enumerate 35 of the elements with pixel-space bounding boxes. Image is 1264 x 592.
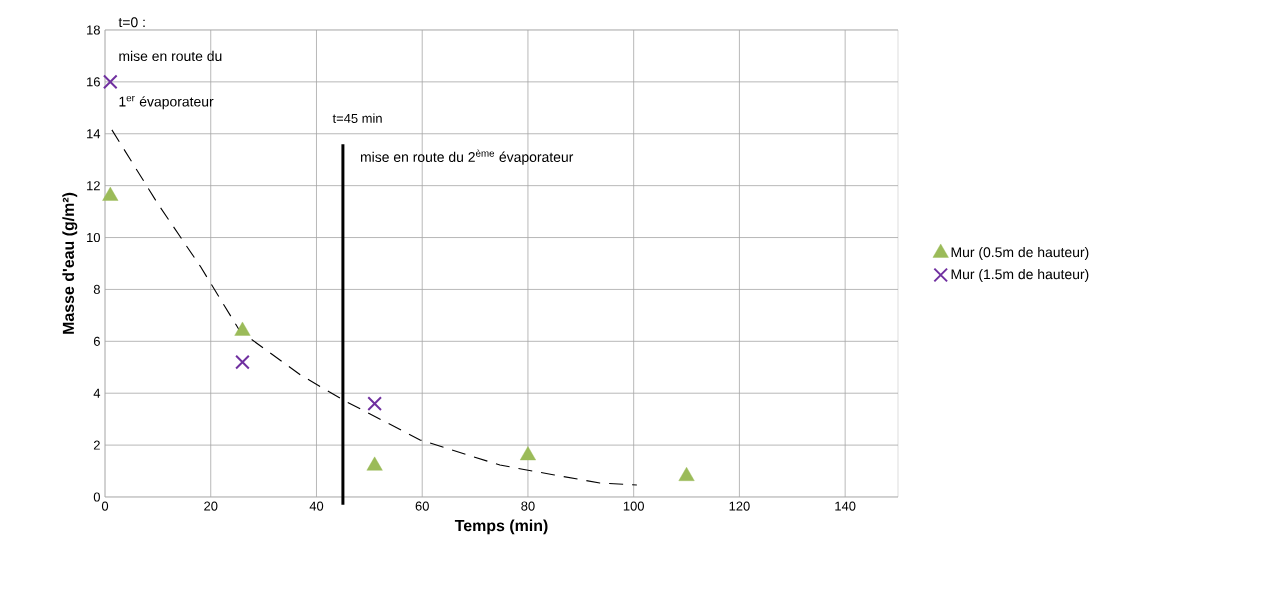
y-tick-label: 4 (93, 388, 101, 398)
x-tick-label: 40 (309, 501, 324, 511)
x-tick-label: 0 (101, 501, 109, 511)
annotation: 1$^{er}$ évaporateur (119, 95, 214, 110)
point (234, 321, 251, 336)
y-tick-label: 2 (93, 440, 100, 450)
annotation: mise en route du (119, 50, 222, 62)
y-tick-label: 6 (93, 336, 100, 346)
x-tick-label: 120 (729, 501, 750, 511)
y-tick-label: 12 (87, 181, 100, 191)
point (366, 456, 383, 471)
legend-label: Mur (1.5m de hauteur) (951, 268, 1089, 282)
x-axis-title: Temps (min) (454, 519, 548, 535)
x-tick-label: 60 (415, 501, 429, 511)
x-tick-label: 80 (521, 501, 535, 511)
y-tick-label: 8 (93, 284, 100, 295)
ref-line-label: t=45 min (332, 113, 382, 123)
text: t=0 : (118, 17, 145, 28)
y-tick-label: 18 (87, 25, 100, 35)
point (235, 354, 250, 370)
annotation: mise en route du 2$^{ème}$ évaporateur (360, 149, 574, 165)
y-tick-label: 14 (87, 129, 101, 139)
point (102, 74, 118, 90)
point (519, 446, 536, 461)
x-tick-label: 20 (204, 501, 218, 511)
y-axis-title: Masse d'eau (g/m²) (62, 192, 78, 334)
y-tick-label: 0 (93, 492, 100, 502)
y-tick-label: 10 (87, 232, 100, 243)
point (678, 467, 695, 481)
legend-label: Mur (0.5m de hauteur) (951, 246, 1089, 260)
y-tick-label: 16 (87, 77, 100, 87)
x-tick-label: 140 (835, 501, 856, 511)
point (102, 186, 119, 201)
x-tick-label: 100 (623, 501, 644, 511)
point (367, 396, 382, 411)
